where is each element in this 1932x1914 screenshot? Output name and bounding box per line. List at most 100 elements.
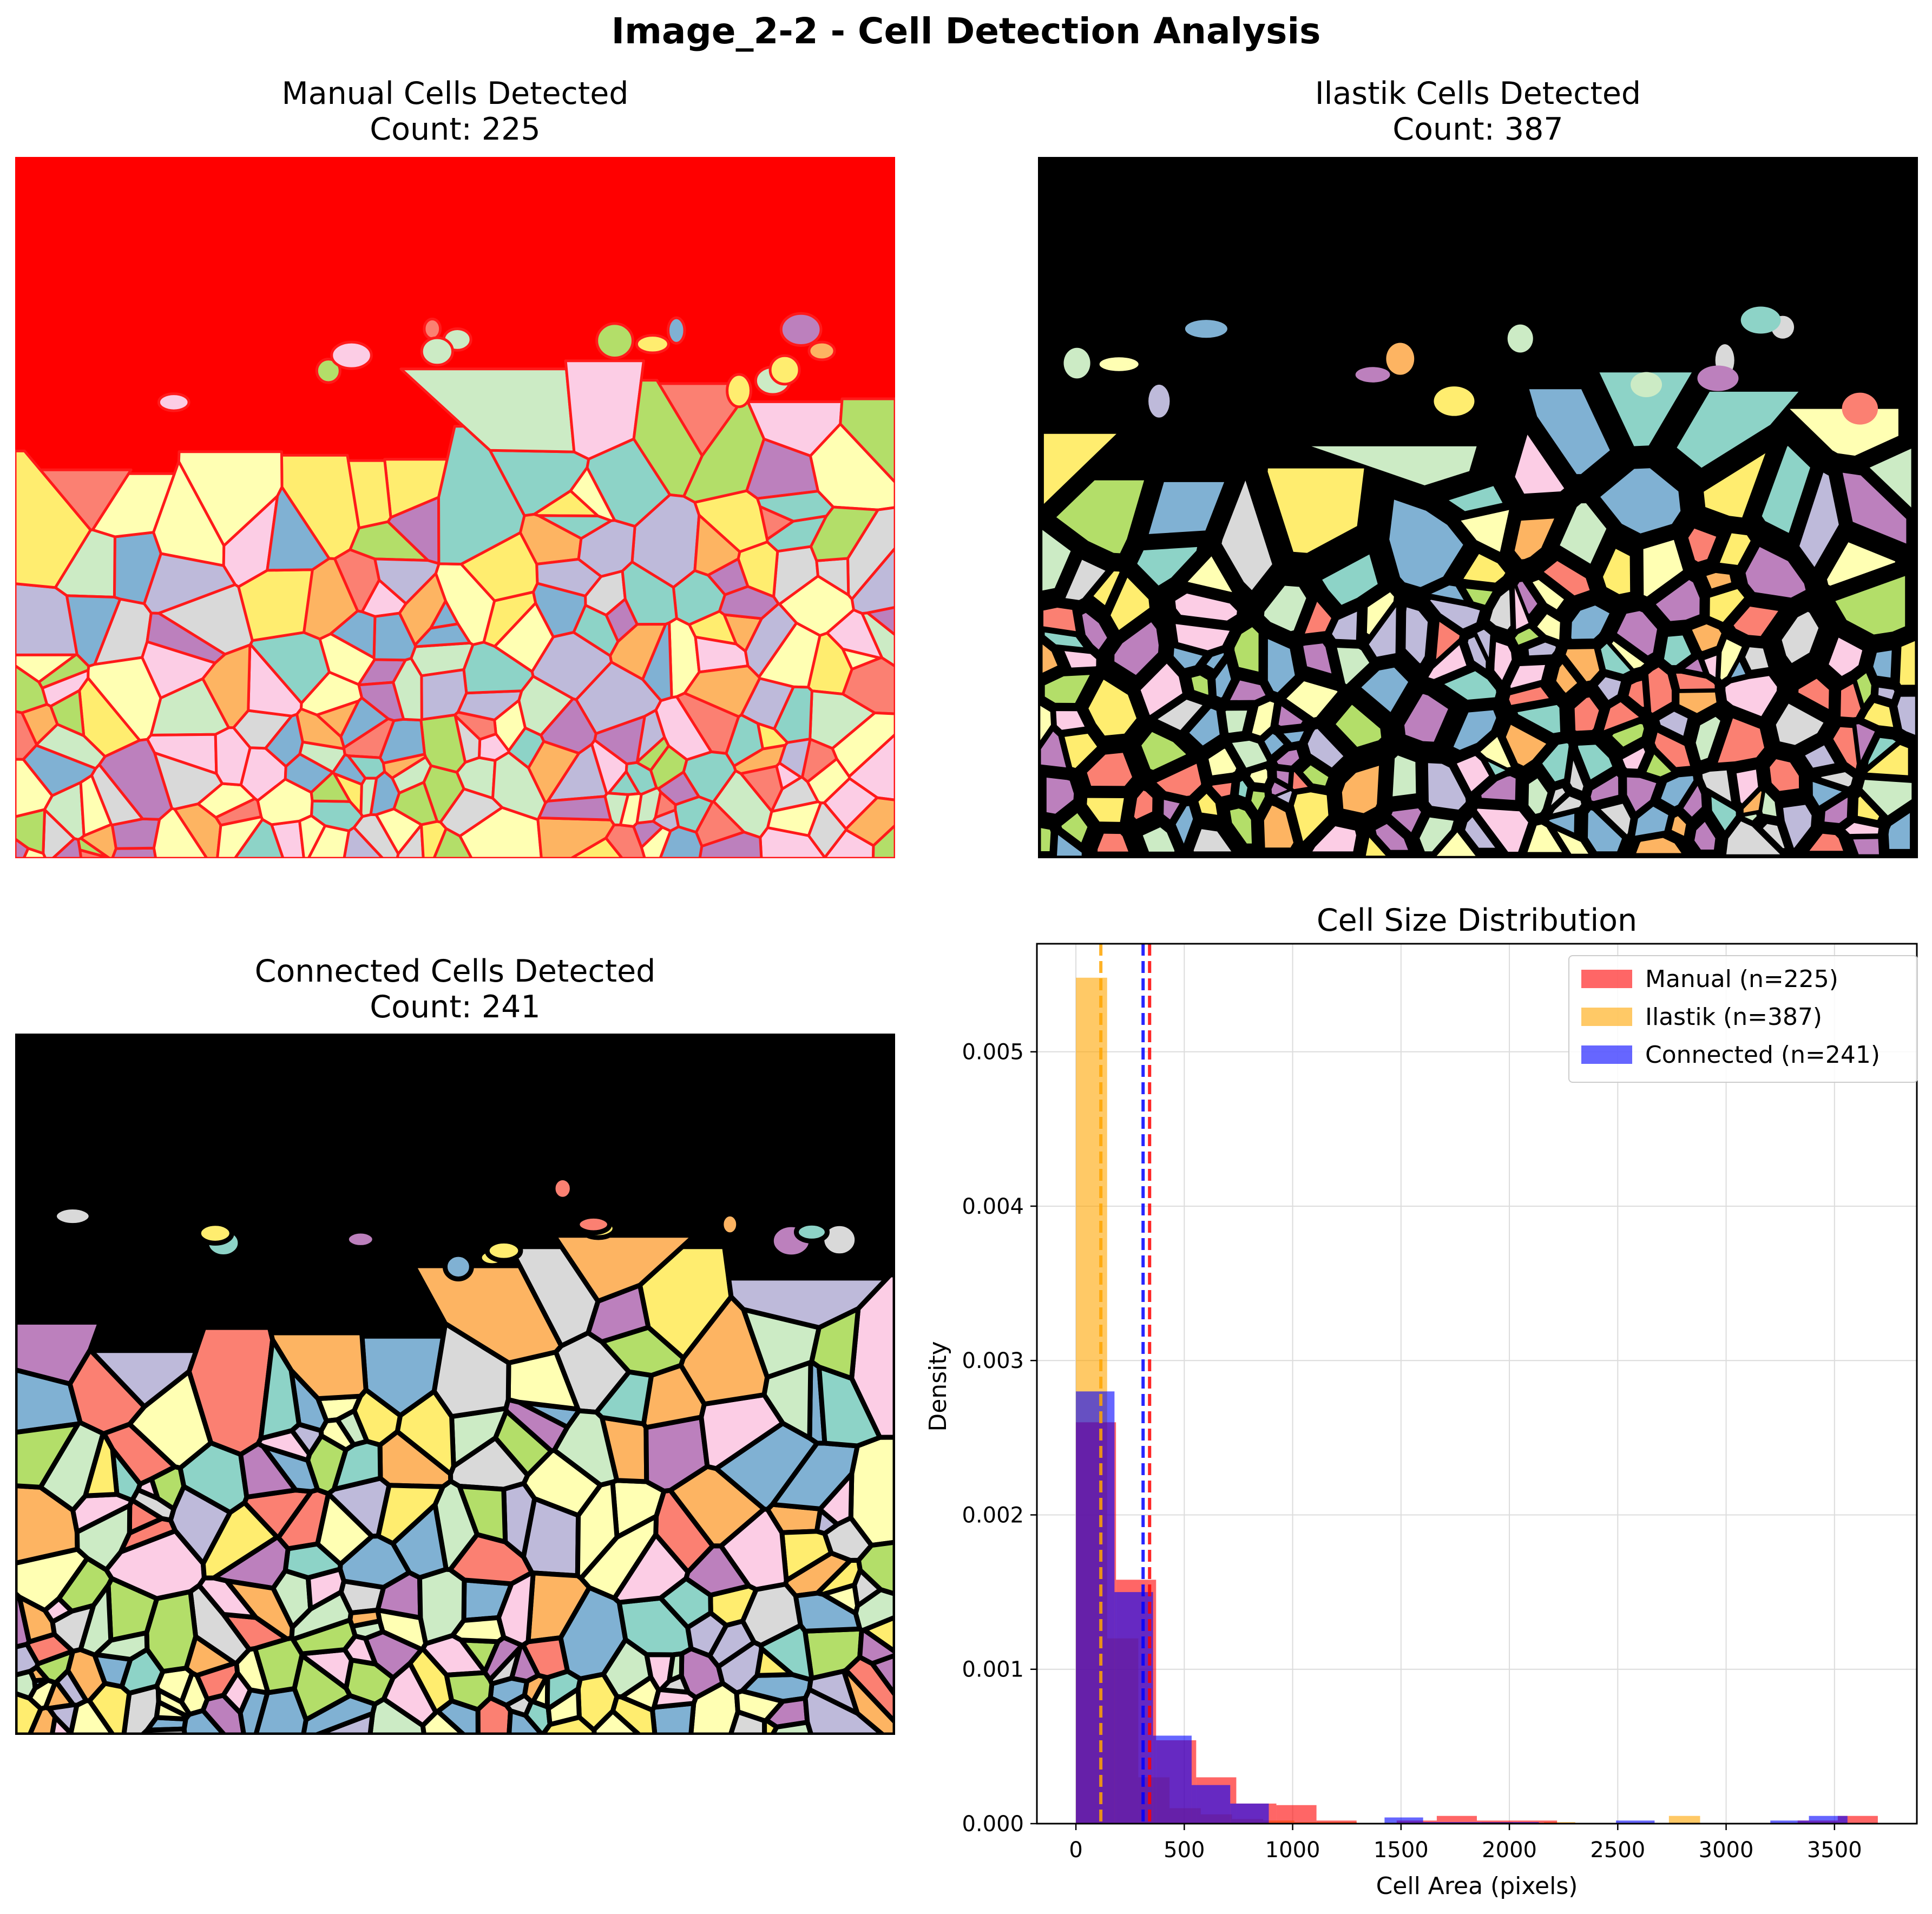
cell-region: [682, 394, 766, 504]
cell-region: [17, 1594, 57, 1645]
histogram-bar: [1809, 1816, 1848, 1824]
cell-region: [1599, 372, 1692, 446]
cell-region: [1264, 734, 1284, 755]
histogram-bar: [1316, 1820, 1357, 1824]
legend-swatch-ilastik: [1581, 1008, 1632, 1026]
cell-region: [1574, 697, 1599, 731]
cell-region: [90, 763, 144, 827]
cell-region: [1588, 810, 1622, 852]
cell-region: [1528, 778, 1548, 814]
cell-region: [178, 1440, 249, 1515]
cell-region: [1044, 632, 1083, 648]
cell-region: [1731, 662, 1746, 678]
cell-region: [807, 801, 847, 858]
cell-region: [1420, 817, 1454, 852]
cell-region: [1553, 796, 1581, 814]
legend-item-connected: Connected (n=241): [1581, 1038, 1880, 1071]
cell-region: [1230, 680, 1266, 700]
cell-region: [1175, 806, 1193, 844]
cell-region: [1612, 724, 1644, 747]
cell-region: [1428, 645, 1467, 679]
cell-region: [298, 814, 327, 858]
cell-fragment: [315, 358, 341, 384]
cell-region: [1862, 780, 1912, 815]
cell-region: [1515, 628, 1539, 645]
cell-region: [1264, 586, 1306, 632]
cell-region: [609, 623, 667, 681]
cell-region: [1221, 481, 1272, 590]
cell-region: [1762, 446, 1810, 533]
figure-title: Image_2-2 - Cell Detection Analysis: [611, 10, 1321, 52]
cell-region: [1175, 593, 1237, 621]
cell-region: [493, 602, 555, 673]
cell-region: [1745, 647, 1769, 670]
cell-region: [1643, 540, 1683, 597]
chart-title: Cell Size Distribution: [1317, 903, 1637, 938]
cell-region: [129, 1487, 176, 1523]
cell-region: [1685, 659, 1703, 672]
cell-region: [1481, 776, 1516, 800]
cell-region: [1805, 745, 1835, 768]
cell-region: [1307, 729, 1344, 768]
cell-region: [1043, 433, 1116, 504]
cell-region: [1267, 639, 1295, 693]
cell-region: [1719, 533, 1751, 565]
cell-region: [1529, 389, 1610, 475]
histogram-bar: [1616, 1820, 1655, 1824]
cell-fragment: [1386, 343, 1415, 375]
cell-region: [1578, 745, 1613, 780]
cell-region: [1782, 611, 1819, 663]
cell-region: [1332, 611, 1357, 640]
cell-region: [1661, 776, 1694, 807]
y-tick-label: 0.001: [962, 1658, 1024, 1682]
cell-region: [1702, 770, 1731, 802]
cell-region: [1514, 588, 1529, 629]
cell-region: [1141, 732, 1186, 770]
y-tick-label: 0.005: [962, 1040, 1024, 1065]
cell-region: [238, 1687, 270, 1735]
cell-region: [1853, 839, 1879, 854]
manual-title-line1: Manual Cells Detected: [281, 76, 629, 111]
cell-region: [1234, 627, 1259, 672]
cell-region: [1173, 648, 1203, 668]
cell-region: [289, 1589, 353, 1642]
cell-region: [1878, 687, 1895, 699]
ilastik-title-line1: Ilastik Cells Detected: [1315, 76, 1641, 111]
cell-region: [1044, 675, 1090, 703]
cell-region: [1277, 791, 1292, 803]
cell-region: [78, 849, 111, 858]
cell-fragment: [1697, 365, 1739, 391]
cell-region: [1158, 700, 1202, 731]
cell-region: [1509, 687, 1549, 705]
cell-region: [1664, 635, 1691, 666]
cell-region: [1566, 649, 1600, 681]
cell-fragment: [667, 316, 686, 345]
cell-fragment: [330, 340, 373, 370]
cell-fragment: [1740, 306, 1781, 334]
cell-region: [1655, 580, 1700, 621]
cell-fragment: [575, 1213, 613, 1235]
cell-region: [1696, 716, 1720, 760]
cell-region: [841, 1668, 895, 1735]
cell-region: [1762, 792, 1777, 817]
cell-region: [1857, 673, 1871, 703]
cell-region: [1557, 831, 1588, 854]
histogram-bar: [1770, 1820, 1809, 1824]
cell-region: [1600, 804, 1631, 834]
cell-region: [1683, 786, 1702, 817]
cell-region: [74, 1503, 133, 1573]
cell-region: [1897, 696, 1915, 735]
cell-region: [537, 795, 613, 821]
cell-region: [756, 490, 835, 523]
cell-region: [152, 807, 208, 858]
cell-region: [392, 657, 423, 722]
cell-region: [866, 606, 895, 636]
cell-region: [1461, 510, 1509, 552]
cell-region: [737, 541, 779, 598]
cell-region: [1468, 637, 1486, 669]
manual-title-count: Count: 225: [370, 111, 541, 147]
cell-region: [1601, 643, 1631, 674]
cell-region: [1336, 705, 1382, 747]
cell-region: [1672, 816, 1686, 836]
